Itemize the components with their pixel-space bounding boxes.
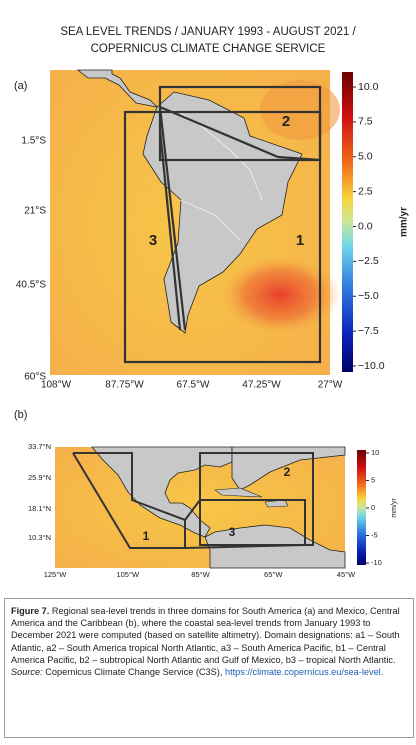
caption: Figure 7. Regional sea-level trends in t… — [4, 598, 414, 738]
colorbar-tick-label: 2.5 — [358, 185, 373, 197]
warm-anomaly — [220, 255, 340, 335]
colorbar-tick-label: -5 — [371, 530, 378, 539]
colorbar-tick-label: −10.0 — [358, 360, 385, 372]
domain-label: 1 — [296, 232, 304, 249]
land — [231, 446, 346, 491]
title-line: SEA LEVEL TRENDS / JANUARY 1993 - AUGUST… — [60, 26, 356, 38]
map-a: 2 3 1 — [50, 69, 340, 375]
x-tick-label: 105°W — [116, 570, 140, 579]
land — [76, 69, 159, 108]
y-tick-label: 25.9°N — [28, 473, 51, 482]
domain-label: 2 — [284, 465, 291, 479]
colorbar-unit: mm/yr — [391, 498, 398, 518]
panel-label: (b) — [14, 409, 27, 421]
colorbar-tick-label: -10 — [371, 558, 382, 567]
y-tick-label: 10.3°N — [28, 533, 51, 542]
domain-label: 3 — [149, 232, 157, 249]
x-tick-label: 85°W — [191, 570, 210, 579]
colorbar-tick-label: −7.5 — [358, 325, 379, 337]
map-b: 1 2 3 — [55, 446, 346, 569]
y-tick-label: 18.1°N — [28, 504, 51, 513]
domain-label: 3 — [229, 525, 236, 539]
figure: SEA LEVEL TRENDS / JANUARY 1993 - AUGUST… — [14, 26, 410, 579]
x-tick-label: 27°W — [318, 380, 343, 391]
y-tick-label: 40.5°S — [16, 280, 46, 291]
y-tick-label: 1.5°S — [21, 136, 46, 147]
y-tick-label: 33.7°N — [28, 442, 51, 451]
domain-label: 1 — [143, 529, 150, 543]
colorbar-tick-label: −5.0 — [358, 290, 379, 302]
source-link[interactable]: https://climate.copernicus.eu/sea-level. — [224, 667, 384, 678]
x-tick-label: 87.75°W — [105, 380, 144, 391]
warm-anomaly — [260, 80, 340, 140]
land — [142, 91, 303, 334]
domain-boxes — [72, 452, 314, 549]
y-tick-label: 21°S — [24, 206, 46, 217]
colorbar — [357, 450, 366, 565]
colorbar-unit: mm/yr — [399, 207, 410, 237]
colorbar — [342, 72, 353, 372]
border — [179, 199, 241, 241]
x-tick-label: 47.25°W — [242, 380, 281, 391]
x-tick-label: 45°W — [337, 570, 356, 579]
caption-text: Regional sea-level trends in three domai… — [11, 606, 400, 665]
colorbar-tick-label: 0 — [371, 503, 375, 512]
figure-label: Figure 7. — [11, 606, 50, 616]
domain-label: 2 — [282, 113, 290, 130]
colorbar-tick-label: 7.5 — [358, 116, 373, 128]
title-line: COPERNICUS CLIMATE CHANGE SERVICE — [91, 43, 326, 55]
x-tick-label: 65°W — [264, 570, 283, 579]
colorbar-tick-label: −2.5 — [358, 255, 379, 267]
x-tick-label: 108°W — [41, 380, 72, 391]
island — [214, 487, 263, 498]
colorbar-tick-label: 5 — [371, 475, 375, 484]
source-label: Source: — [11, 667, 43, 678]
panel-label: (a) — [14, 80, 27, 92]
colorbar-tick-label: 0.0 — [358, 220, 373, 232]
colorbar-tick-label: 5.0 — [358, 151, 373, 163]
source-text: Copernicus Climate Change Service (C3S), — [42, 667, 225, 678]
x-tick-label: 67.5°W — [177, 380, 210, 391]
colorbar-tick-label: 10 — [371, 448, 379, 457]
domain-boxes — [123, 85, 322, 364]
y-tick-label: 60°S — [24, 372, 46, 383]
colorbar-tick-label: 10.0 — [358, 81, 379, 93]
x-tick-label: 125°W — [44, 570, 68, 579]
